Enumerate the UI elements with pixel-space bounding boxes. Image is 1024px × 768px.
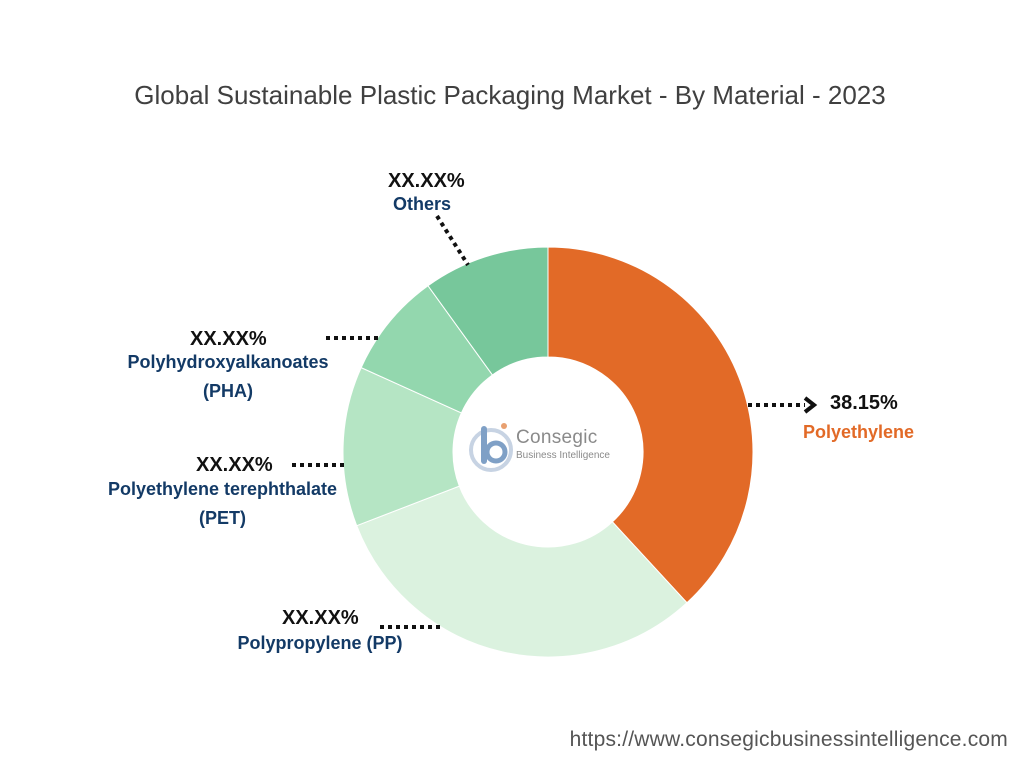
slice-polypropylene-pp	[356, 485, 688, 658]
leader-arrow-icon	[803, 396, 818, 414]
slice-others	[427, 246, 549, 376]
source-url: https://www.consegicbusinessintelligence…	[569, 728, 1008, 751]
leader-others	[435, 214, 470, 267]
category-label-pha: Polyhydroxyalkanoates (PHA)	[127, 352, 329, 401]
value-label-others: XX.XX%	[388, 170, 465, 192]
value-label-pha: XX.XX%	[190, 328, 267, 350]
category-label-pet: Polyethylene terephthalate (PET)	[107, 479, 338, 528]
slice-polyethylene	[547, 246, 754, 604]
value-label-polypropylene: XX.XX%	[282, 607, 359, 629]
category-label-polypropylene: Polypropylene (PP)	[237, 633, 403, 653]
logo-wordmark: Consegic	[516, 427, 598, 448]
value-label-pet: XX.XX%	[196, 454, 273, 476]
logo-tagline: Business Intelligence	[516, 450, 610, 461]
brand-logo-icon	[469, 423, 513, 472]
chart-title: Global Sustainable Plastic Packaging Mar…	[134, 80, 886, 110]
category-label-others: Others	[393, 194, 452, 214]
value-label-polyethylene: 38.15%	[830, 392, 898, 414]
category-label-polyethylene: Polyethylene	[803, 422, 915, 442]
